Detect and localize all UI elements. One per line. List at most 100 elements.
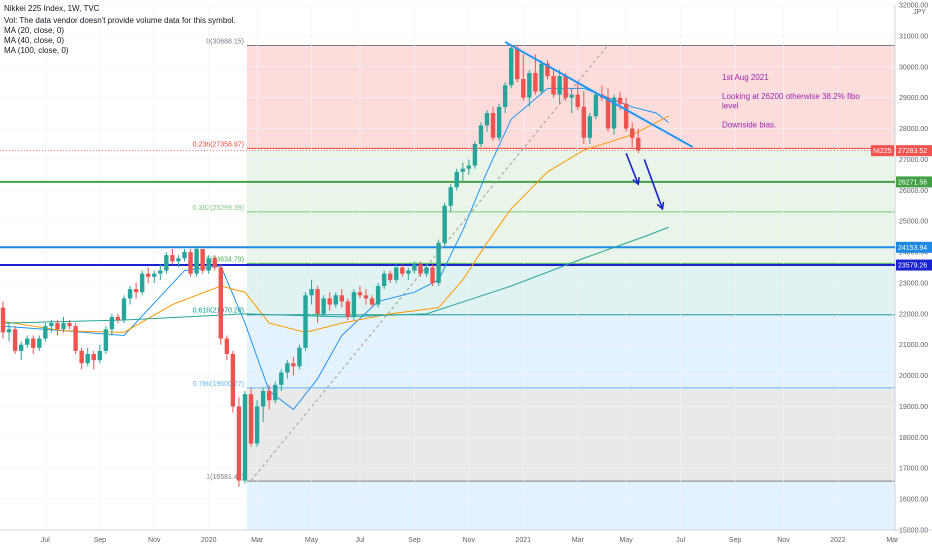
- candle-body: [212, 258, 217, 268]
- candle-body: [133, 289, 139, 293]
- y-tick-label: 26000.00: [899, 188, 928, 195]
- fib-zone-0.5: [247, 263, 895, 315]
- y-tick-label: 19000.00: [899, 404, 928, 411]
- candle-body: [623, 103, 629, 129]
- candle-body: [406, 270, 411, 274]
- candle-body: [248, 394, 254, 444]
- candle-body: [636, 137, 641, 151]
- x-tick-label: Jul: [355, 537, 364, 544]
- candle-body: [333, 295, 338, 305]
- y-tick-label: 30000.00: [899, 64, 928, 71]
- arrow-shaft-1: [643, 159, 664, 210]
- y-tick-label: 24000.00: [899, 250, 928, 257]
- candle-body: [303, 295, 308, 348]
- candle-body: [545, 63, 550, 77]
- candle-body: [587, 116, 593, 138]
- x-tick-label: Nov: [463, 537, 476, 544]
- candle-body: [569, 94, 574, 98]
- candle-body: [55, 323, 60, 330]
- candle-body: [158, 270, 163, 274]
- candle-body: [617, 97, 623, 104]
- support-price-box-1: [896, 241, 932, 253]
- fib-label-0.382: 0.382(25299.39): [193, 205, 244, 212]
- candle-body: [418, 264, 423, 274]
- candle-body: [267, 391, 272, 401]
- support-price-label-1: 24153.94: [898, 245, 927, 252]
- candle-body: [0, 307, 6, 333]
- candle-body: [339, 295, 344, 302]
- x-tick-label: Mar: [886, 537, 899, 544]
- candle-body: [472, 143, 478, 166]
- fib-zone-0.236: [247, 148, 895, 212]
- annotation-line: level: [722, 102, 739, 111]
- y-tick-label: 16000.00: [899, 497, 928, 504]
- fib-label-0: 0(30688.15): [206, 39, 244, 46]
- ma40-line: [2, 115, 669, 333]
- y-tick-label: 18000.00: [899, 435, 928, 442]
- candle-body: [527, 72, 532, 98]
- y-tick-label: 32000.00: [899, 3, 928, 10]
- candle-body: [490, 113, 496, 138]
- currency-label: JPY: [913, 9, 926, 16]
- candle-body: [206, 258, 211, 271]
- y-tick-label: 17000.00: [899, 466, 928, 473]
- candle-body: [170, 255, 175, 262]
- resistance-trendline: [504, 41, 694, 148]
- candle-body: [394, 267, 399, 280]
- y-tick-label: 27000.00: [899, 157, 928, 164]
- candle-body: [557, 76, 562, 95]
- candle-body: [436, 242, 441, 283]
- support-price-label-0: 26271.56: [898, 179, 927, 186]
- candle-body: [18, 344, 24, 351]
- symbol-label: NI225: [873, 148, 892, 155]
- candle-body: [521, 79, 526, 98]
- candle-body: [345, 301, 351, 317]
- candle-body: [388, 273, 393, 280]
- legend-item-3: MA (100, close, 0): [4, 46, 69, 55]
- candle-body: [164, 255, 169, 271]
- candle-body: [224, 338, 230, 354]
- fib-label-0.236: 0.236(27358.97): [193, 141, 244, 148]
- candle-body: [37, 338, 42, 348]
- last-price-box: [896, 145, 932, 157]
- candle-body: [575, 94, 580, 107]
- x-tick-label: Sep: [94, 537, 107, 544]
- candle-body: [73, 326, 78, 351]
- arrow-shaft-0: [625, 152, 639, 185]
- candle-body: [478, 125, 484, 144]
- candle-body: [466, 165, 472, 169]
- y-tick-label: 28000.00: [899, 126, 928, 133]
- candle-body: [61, 323, 66, 330]
- candle-body: [218, 267, 223, 339]
- candle-body: [188, 252, 193, 274]
- candle-body: [605, 97, 611, 129]
- arrow-head-1: [656, 201, 665, 211]
- y-tick-label: 15000.00: [899, 528, 928, 535]
- candle-body: [448, 187, 453, 206]
- x-tick-label: 2021: [516, 537, 532, 544]
- x-tick-label: Jul: [676, 537, 685, 544]
- chart-title: Nikkei 225 Index, 1W, TVC: [4, 4, 100, 13]
- y-tick-label: 23000.00: [899, 280, 928, 287]
- candle-body: [273, 384, 278, 401]
- candle-body: [509, 48, 514, 86]
- candle-body: [369, 298, 375, 305]
- candle-body: [121, 298, 127, 320]
- support-price-box-2: [896, 259, 932, 271]
- candle-body: [152, 273, 157, 277]
- candle-body: [194, 248, 199, 274]
- candle-body: [25, 338, 30, 345]
- candle-body: [85, 353, 90, 364]
- candle-body: [91, 353, 96, 361]
- candle-body: [309, 289, 314, 296]
- legend-item-1: MA (20, close, 0): [4, 26, 64, 35]
- x-tick-label: 2020: [201, 537, 217, 544]
- x-tick-label: Mar: [572, 537, 585, 544]
- candle-body: [79, 350, 84, 364]
- candle-body: [315, 289, 320, 314]
- candle-body: [581, 106, 586, 138]
- y-tick-label: 25000.00: [899, 219, 928, 226]
- candle-body: [563, 76, 568, 98]
